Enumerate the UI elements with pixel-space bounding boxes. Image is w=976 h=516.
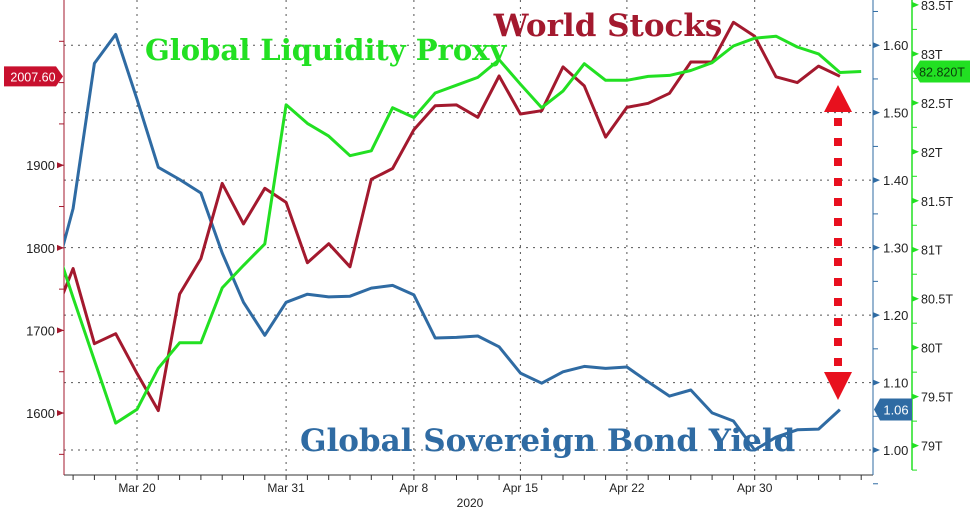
liquidity-value-tag-bg	[913, 60, 970, 83]
liquidity-tick-label: 82.5T	[921, 97, 953, 111]
liquidity-tick-label: 83.5T	[921, 0, 953, 13]
series-lines	[64, 20, 862, 452]
yield-tick-marker	[873, 312, 880, 319]
yield-tick-label: 1.60	[883, 38, 908, 53]
x-tick-label: Apr 8	[400, 481, 429, 495]
liquidity-tick-label: 81.5T	[921, 195, 953, 209]
left-tick-label: 1900	[26, 158, 55, 173]
yield-tick-label: 1.50	[883, 106, 908, 121]
left-tick-marker	[57, 244, 64, 251]
left-tick-label: 1600	[26, 406, 55, 421]
liquidity-tick-label: 80.5T	[921, 293, 953, 307]
yield-tick-marker	[873, 379, 880, 386]
x-tick-label: Apr 22	[609, 481, 645, 495]
x-axis-year: 2020	[457, 496, 484, 510]
left-tick-marker	[57, 327, 64, 334]
liquidity-tick-marker	[912, 197, 919, 204]
liquidity-tick-marker	[912, 295, 919, 302]
liquidity-tick-marker	[912, 148, 919, 155]
liquidity-value-tag: 82.820T	[919, 65, 965, 79]
stocks-value-tag: 2007.60	[10, 70, 55, 84]
x-tick-label: Mar 31	[267, 481, 305, 495]
liquidity-tick-marker	[912, 393, 919, 400]
yield-tick-marker	[873, 447, 880, 454]
liquidity-tick-label: 81T	[921, 244, 943, 258]
annotation-liquidity: Global Liquidity Proxy	[145, 33, 507, 67]
liquidity-tick-marker	[912, 246, 919, 253]
liquidity-tick-marker	[912, 99, 919, 106]
stocks-value-tag-bg	[4, 66, 63, 87]
yield-tick-label: 1.10	[883, 376, 908, 391]
yield-tick-label: 1.40	[883, 173, 908, 188]
yield-tick-label: 1.30	[883, 241, 908, 256]
liquidity-tick-marker	[912, 442, 919, 449]
annotation-world-stocks: World Stocks	[493, 8, 723, 44]
yield-tick-marker	[873, 244, 880, 251]
axes: Mar 20 Mar 31 Apr 8 Apr 15 Apr 22 Apr 30 1600 1…	[26, 0, 953, 495]
yield-tick-marker	[873, 177, 880, 184]
liquidity-tick-label: 79.5T	[921, 391, 953, 405]
left-tick-marker	[57, 410, 64, 417]
left-tick-marker	[57, 162, 64, 169]
series-line-global-sovereign-bond-yield	[64, 32, 841, 452]
x-tick-label: Mar 20	[118, 481, 156, 495]
yield-tick-marker	[873, 42, 880, 49]
liquidity-tick-marker	[912, 1, 919, 8]
liquidity-tick-label: 79T	[921, 440, 943, 454]
yield-tick-label: 1.00	[883, 443, 908, 458]
red-double-arrow	[824, 85, 852, 400]
x-tick-label: Apr 15	[503, 481, 539, 495]
left-tick-label: 1800	[26, 241, 55, 256]
annotation-bond-yield: Global Sovereign Bond Yield	[300, 423, 795, 459]
yield-value-tag: 1.06	[883, 403, 908, 418]
yield-tick-label: 1.20	[883, 308, 908, 323]
liquidity-tick-marker	[912, 50, 919, 57]
yield-tick-marker	[873, 109, 880, 116]
gridlines	[64, 0, 873, 475]
yield-value-tag-bg	[874, 398, 912, 421]
left-tick-label: 1700	[26, 323, 55, 338]
liquidity-tick-label: 83T	[921, 48, 943, 62]
x-tick-label: Apr 30	[737, 481, 773, 495]
liquidity-tick-label: 80T	[921, 342, 943, 356]
liquidity-tick-marker	[912, 344, 919, 351]
value-tags: 2007.60 1.06 82.820T	[4, 60, 970, 421]
series-line-world-stocks	[64, 20, 841, 413]
liquidity-tick-label: 82T	[921, 146, 943, 160]
series-line-global-liquidity-proxy	[64, 34, 862, 425]
